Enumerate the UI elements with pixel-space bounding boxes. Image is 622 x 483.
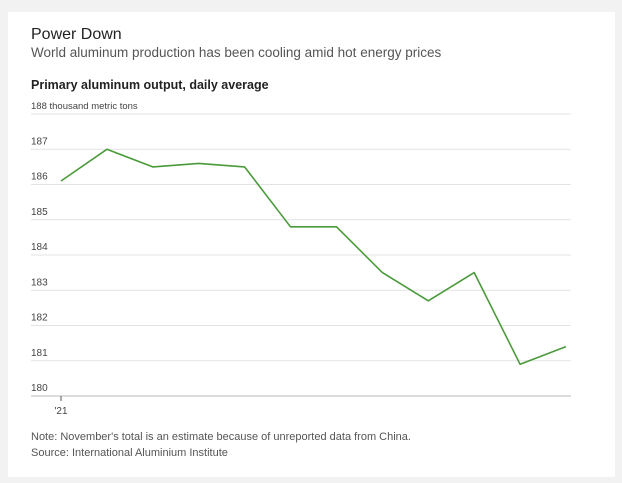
series-group [60, 148, 567, 366]
page-title: Power Down [31, 26, 122, 43]
x-axis: '21 [54, 396, 68, 417]
chart-title: Primary aluminum output, daily average [31, 78, 269, 92]
y-axis-labels: 188 thousand metric tons 187 186 185 184 183 1… [31, 101, 138, 394]
line-chart: 188 thousand metric tons 187 186 185 184 183 1… [31, 101, 571, 417]
y-tick-label: 183 [31, 277, 48, 288]
page-subtitle: World aluminum production has been cooli… [31, 45, 442, 60]
y-tick-label: 188 thousand metric tons [31, 101, 138, 112]
y-tick-label: 184 [31, 242, 48, 253]
series-line [60, 148, 567, 366]
source-note: Source: International Aluminium Institut… [31, 447, 228, 459]
y-tick-label: 180 [31, 383, 48, 394]
y-tick-label: 182 [31, 313, 48, 324]
y-tick-label: 181 [31, 348, 48, 359]
chart-card: Power Down World aluminum production has… [8, 12, 615, 477]
y-tick-label: 187 [31, 136, 48, 147]
x-tick-label: '21 [54, 406, 67, 417]
y-tick-label: 185 [31, 207, 48, 218]
y-tick-label: 186 [31, 172, 48, 183]
footnote: Note: November's total is an estimate be… [31, 431, 411, 443]
gridlines [31, 113, 571, 397]
